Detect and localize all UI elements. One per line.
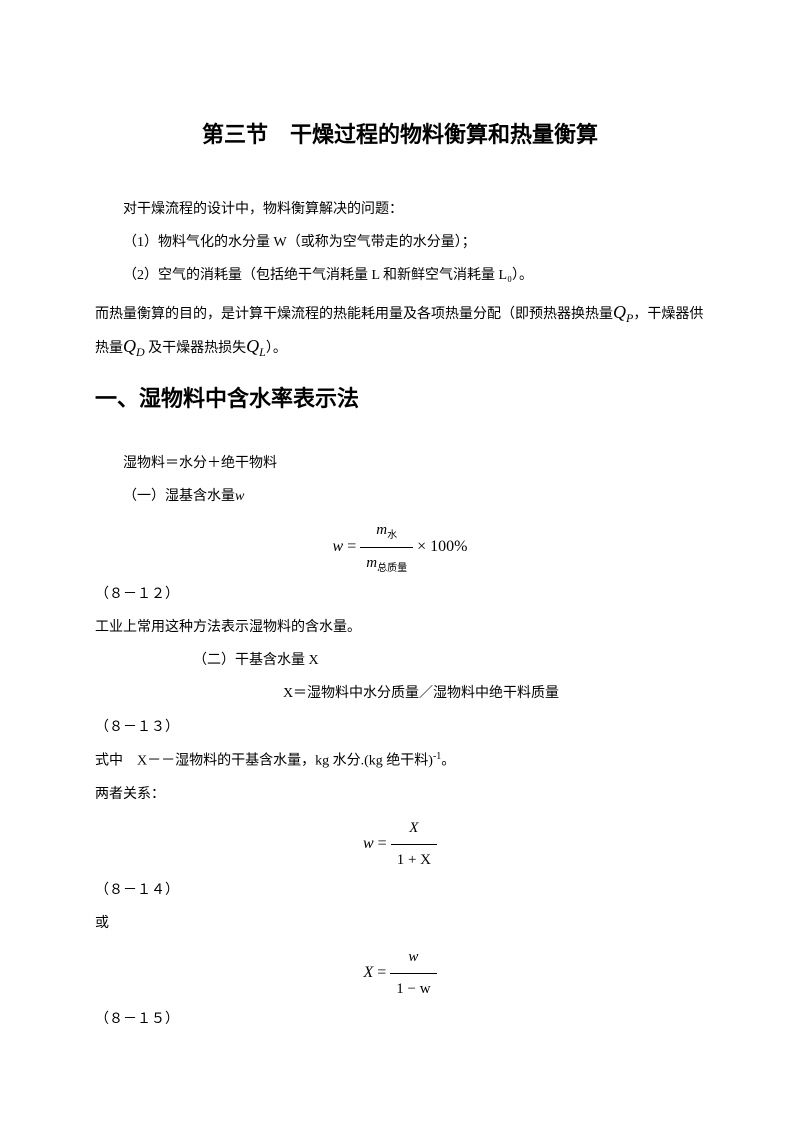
eq2-label: （８－１３） xyxy=(95,715,705,740)
eq3-label: （８－１４） xyxy=(95,878,705,903)
eq4-frac: w1 − w xyxy=(390,944,436,1003)
intro-p1: 对干燥流程的设计中，物料衡算解决的问题： xyxy=(95,197,705,222)
eq4-label: （８－１５） xyxy=(95,1007,705,1032)
eq3-eq: = xyxy=(374,835,391,852)
s1-p1: 湿物料＝水分＋绝干物料 xyxy=(95,451,705,476)
eq1-frac: m水m总质量 xyxy=(360,517,413,578)
eq1-num-sub: 水 xyxy=(387,530,397,541)
eq3-lhs: w xyxy=(363,835,374,852)
s1-sub2-title: （二）干基含水量 X xyxy=(95,648,705,673)
s1-p3: 式中 X－－湿物料的干基含水量，kg 水分.(kg 绝干料)-1。 xyxy=(95,748,705,774)
intro-p3: （2）空气的消耗量（包括绝干气消耗量 L 和新鲜空气消耗量 L₀）。 xyxy=(95,263,705,288)
eq1-tail: × 100% xyxy=(413,538,467,555)
q-d: Q xyxy=(123,336,136,356)
section1-heading: 一、湿物料中含水率表示法 xyxy=(95,379,705,419)
q-d-sub: D xyxy=(136,344,145,358)
s1-sub1-title: （一）湿基含水量w xyxy=(95,484,705,509)
eq1-den-sub: 总质量 xyxy=(377,563,407,574)
eq4-num: w xyxy=(390,944,436,974)
eq3-num: X xyxy=(391,815,437,845)
intro-p2: （1）物料气化的水分量 W（或称为空气带走的水分量）； xyxy=(95,230,705,255)
q-l: Q xyxy=(246,336,259,356)
equation-8-14: w = X1 + X xyxy=(95,815,705,874)
q-l-sub: L xyxy=(259,344,266,358)
eq1-eq: = xyxy=(343,538,360,555)
eq3-den: 1 + X xyxy=(391,845,437,874)
intro-p4c: 及干燥器热损失 xyxy=(145,341,247,356)
q-p: Q xyxy=(613,302,626,322)
s1-p3a: 式中 X－－湿物料的干基含水量，kg 水分.(kg 绝干料) xyxy=(95,754,433,769)
eq1-label: （８－１２） xyxy=(95,582,705,607)
s1-sub1-title-text: （一）湿基含水量 xyxy=(123,489,235,504)
eq3-frac: X1 + X xyxy=(391,815,437,874)
s1-p4: 两者关系： xyxy=(95,782,705,807)
intro-p4d: ）。 xyxy=(266,341,287,356)
eq1-den-m: m xyxy=(366,555,377,571)
w-var: w xyxy=(235,489,244,504)
intro-p4: 而热量衡算的目的，是计算干燥流程的热能耗用量及各项热量分配（即预热器换热量QP，… xyxy=(95,296,705,363)
s1-p3b: 。 xyxy=(441,754,455,769)
eq1-num-m: m xyxy=(376,522,387,538)
intro-p4a: 而热量衡算的目的，是计算干燥流程的热能耗用量及各项热量分配（即预热器换热量 xyxy=(95,307,613,322)
eq4-den: 1 − w xyxy=(390,974,436,1003)
s1-p2: 工业上常用这种方法表示湿物料的含水量。 xyxy=(95,615,705,640)
eq4-lhs: X xyxy=(363,964,373,981)
s1-p5: 或 xyxy=(95,911,705,936)
eq2-text: X＝湿物料中水分质量／湿物料中绝干料质量 xyxy=(95,681,705,706)
eq1-lhs: w xyxy=(333,538,344,555)
eq4-eq: = xyxy=(373,964,390,981)
equation-8-12: w = m水m总质量 × 100% xyxy=(95,517,705,578)
equation-8-15: X = w1 − w xyxy=(95,944,705,1003)
page-title: 第三节 干燥过程的物料衡算和热量衡算 xyxy=(95,115,705,155)
